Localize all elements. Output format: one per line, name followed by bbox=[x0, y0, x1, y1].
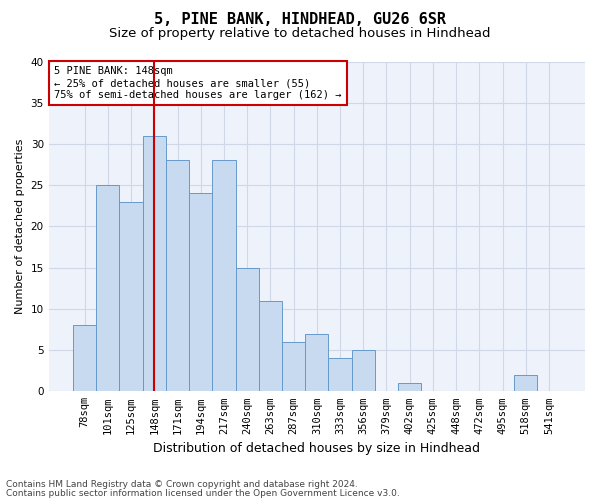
Bar bbox=[328, 358, 352, 392]
Bar bbox=[166, 160, 189, 392]
Bar bbox=[96, 185, 119, 392]
Bar bbox=[514, 375, 538, 392]
Bar bbox=[398, 383, 421, 392]
Bar bbox=[143, 136, 166, 392]
Text: 5 PINE BANK: 148sqm
← 25% of detached houses are smaller (55)
75% of semi-detach: 5 PINE BANK: 148sqm ← 25% of detached ho… bbox=[54, 66, 341, 100]
Text: 5, PINE BANK, HINDHEAD, GU26 6SR: 5, PINE BANK, HINDHEAD, GU26 6SR bbox=[154, 12, 446, 28]
Text: Contains HM Land Registry data © Crown copyright and database right 2024.: Contains HM Land Registry data © Crown c… bbox=[6, 480, 358, 489]
Bar bbox=[212, 160, 236, 392]
Bar bbox=[119, 202, 143, 392]
Bar bbox=[305, 334, 328, 392]
Bar bbox=[189, 194, 212, 392]
Bar bbox=[73, 326, 96, 392]
Bar bbox=[282, 342, 305, 392]
Text: Size of property relative to detached houses in Hindhead: Size of property relative to detached ho… bbox=[109, 28, 491, 40]
Y-axis label: Number of detached properties: Number of detached properties bbox=[15, 138, 25, 314]
Text: Contains public sector information licensed under the Open Government Licence v3: Contains public sector information licen… bbox=[6, 488, 400, 498]
Bar bbox=[259, 300, 282, 392]
Bar bbox=[236, 268, 259, 392]
Bar bbox=[352, 350, 375, 392]
X-axis label: Distribution of detached houses by size in Hindhead: Distribution of detached houses by size … bbox=[154, 442, 481, 455]
